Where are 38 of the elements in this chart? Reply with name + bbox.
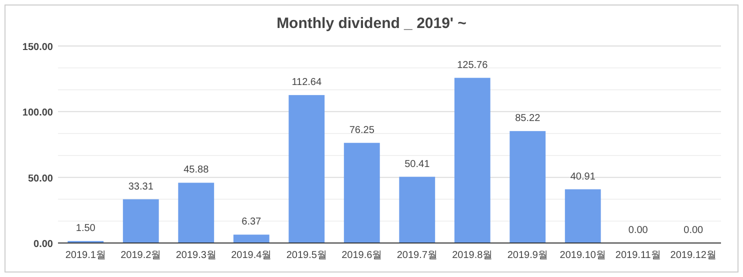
data-label: 125.76 bbox=[457, 60, 488, 71]
bar bbox=[122, 199, 159, 243]
bar bbox=[564, 189, 601, 243]
x-tick-label: 2019.4월 bbox=[231, 250, 272, 261]
data-label: 6.37 bbox=[242, 216, 262, 228]
data-label: 0.00 bbox=[684, 225, 704, 236]
bar bbox=[233, 234, 270, 243]
x-tick-label: 2019.2월 bbox=[120, 250, 162, 261]
data-label: 1.50 bbox=[76, 223, 96, 234]
bar bbox=[399, 176, 436, 243]
x-tick-label: 2019.5월 bbox=[286, 250, 327, 261]
data-label: 85.22 bbox=[515, 113, 541, 124]
x-tick-label: 2019.7월 bbox=[396, 250, 438, 261]
data-label: 40.91 bbox=[570, 171, 596, 182]
data-label: 50.41 bbox=[404, 158, 430, 170]
x-tick-label: 2019.1월 bbox=[65, 250, 106, 261]
x-tick-label: 2019.6월 bbox=[342, 250, 382, 261]
bar bbox=[454, 78, 490, 243]
data-label: 45.88 bbox=[184, 164, 210, 176]
x-tick-label: 2019.10월 bbox=[560, 250, 606, 261]
bar bbox=[510, 131, 546, 243]
x-tick-label: 2019.8월 bbox=[452, 250, 493, 261]
bar bbox=[178, 182, 214, 243]
bar bbox=[344, 142, 380, 243]
chart-title: Monthly dividend _ 2019' ~ bbox=[276, 15, 467, 32]
y-tick-label: 150.00 bbox=[22, 42, 54, 53]
x-tick-label: 2019.11월 bbox=[615, 250, 661, 261]
data-label: 33.31 bbox=[128, 181, 154, 192]
bar bbox=[288, 95, 325, 243]
data-label: 0.00 bbox=[628, 225, 648, 236]
x-tick-label: 2019.3월 bbox=[176, 250, 216, 261]
x-tick-label: 2019.12월 bbox=[670, 250, 716, 261]
x-tick-label: 2019.9월 bbox=[507, 250, 548, 261]
data-label: 112.64 bbox=[292, 77, 322, 88]
y-tick-label: 100.00 bbox=[22, 108, 54, 119]
y-tick-label: 0.00 bbox=[34, 239, 54, 250]
data-label: 76.25 bbox=[349, 124, 375, 136]
y-tick-label: 50.00 bbox=[28, 173, 54, 184]
